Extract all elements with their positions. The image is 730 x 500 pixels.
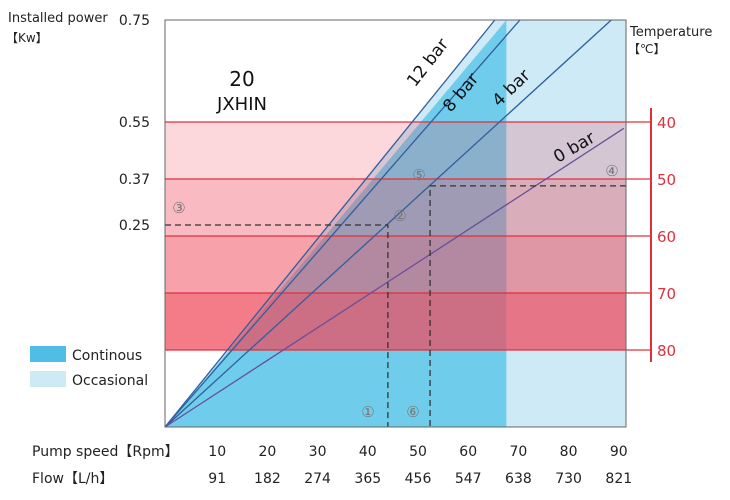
legend-label-occasional: Occasional xyxy=(72,373,148,389)
speed-tick-label: 80 xyxy=(560,444,578,460)
pressure-line-0-bar xyxy=(164,127,625,428)
model-number: 20 xyxy=(229,67,254,91)
temperature-tick-label: 50 xyxy=(657,171,676,189)
legend-label-continous: Continous xyxy=(72,348,142,364)
y-axis-unit: 【Kw】 xyxy=(6,31,48,45)
legend-swatch-occasional xyxy=(30,371,66,387)
pressure-line-4-bar xyxy=(164,19,612,428)
temperature-band-60-70 xyxy=(165,236,626,293)
speed-tick-label: 50 xyxy=(409,444,427,460)
annotation-marker: ② xyxy=(393,207,406,225)
brand-label: JXHIN xyxy=(216,94,267,115)
temperature-band-40-50 xyxy=(165,122,626,179)
y2-axis-unit: 【℃】 xyxy=(628,42,665,56)
pressure-line-12-bar xyxy=(164,19,496,428)
speed-tick-label: 30 xyxy=(309,444,327,460)
flow-axis-label: Flow【L/h】 xyxy=(32,471,113,487)
y-axis-label: Installed power xyxy=(8,11,108,26)
speed-tick-label: 20 xyxy=(258,444,276,460)
flow-tick-label: 821 xyxy=(605,471,632,487)
flow-tick-label: 365 xyxy=(354,471,381,487)
flow-tick-label: 456 xyxy=(405,471,432,487)
x-axis-label: Pump speed【Rpm】 xyxy=(32,444,179,460)
temperature-bands xyxy=(165,108,652,362)
flow-tick-label: 730 xyxy=(555,471,582,487)
power-tick-label: 0.37 xyxy=(119,172,150,188)
annotation-marker: ① xyxy=(361,403,374,421)
y2-axis-label: Temperature xyxy=(629,25,712,40)
pressure-line-8-bar xyxy=(164,19,521,428)
speed-tick-label: 70 xyxy=(509,444,527,460)
flow-tick-label: 182 xyxy=(254,471,281,487)
legend: Continous Occasional xyxy=(30,346,148,389)
annotation-marker: ④ xyxy=(605,162,618,180)
temperature-tick-label: 60 xyxy=(657,228,676,246)
temperature-tick-label: 80 xyxy=(657,342,676,360)
flow-tick-label: 638 xyxy=(505,471,532,487)
power-tick-label: 0.25 xyxy=(119,218,150,234)
flow-tick-label: 91 xyxy=(208,471,226,487)
annotation-marker: ⑤ xyxy=(412,166,425,184)
speed-tick-label: 40 xyxy=(359,444,377,460)
annotations: ① ② ③ ④ ⑤ ⑥ xyxy=(172,162,618,421)
temperature-band-70-80 xyxy=(165,293,626,350)
pressure-lines xyxy=(164,19,625,428)
example-line-2 xyxy=(429,185,626,427)
power-tick-label: 0.55 xyxy=(119,115,150,131)
temperature-tick-label: 70 xyxy=(657,285,676,303)
example-dashed-lines xyxy=(165,185,626,427)
plot-frame xyxy=(164,19,627,428)
temperature-band-50-60 xyxy=(165,179,626,236)
flow-tick-label: 274 xyxy=(304,471,331,487)
power-tick-label: 0.75 xyxy=(119,13,150,29)
speed-tick-label: 10 xyxy=(208,444,226,460)
legend-swatch-continous xyxy=(30,346,66,362)
speed-tick-label: 90 xyxy=(610,444,628,460)
temperature-tick-label: 40 xyxy=(657,114,676,132)
example-line-1 xyxy=(165,224,389,427)
speed-tick-label: 60 xyxy=(459,444,477,460)
annotation-marker: ③ xyxy=(172,199,185,217)
annotation-marker: ⑥ xyxy=(406,403,419,421)
flow-tick-label: 547 xyxy=(455,471,482,487)
